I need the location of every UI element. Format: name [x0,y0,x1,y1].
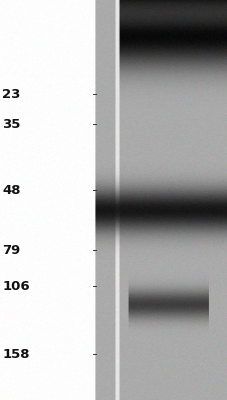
Text: 79: 79 [2,244,20,256]
Text: 106: 106 [2,280,30,292]
Text: 35: 35 [2,118,21,130]
Text: 23: 23 [2,88,21,100]
Text: 48: 48 [2,184,21,196]
Text: 158: 158 [2,348,30,360]
